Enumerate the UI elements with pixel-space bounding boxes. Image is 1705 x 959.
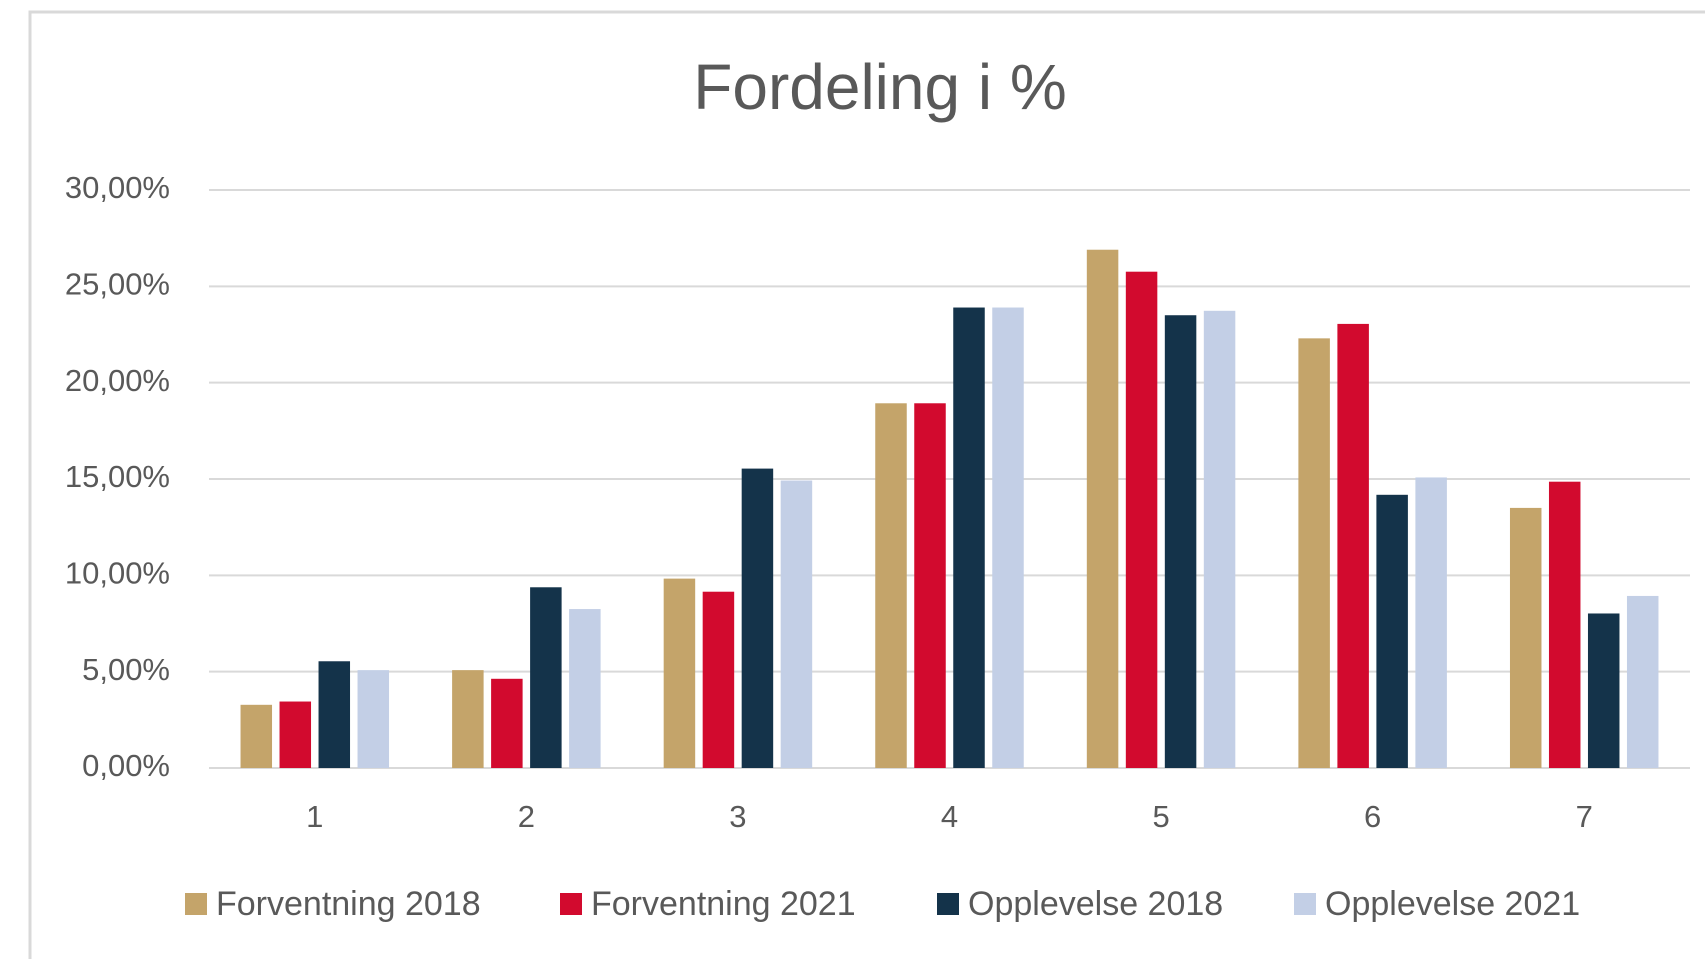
bar	[1086, 249, 1119, 768]
x-tick-label: 1	[306, 799, 323, 834]
x-tick-label: 4	[941, 799, 958, 834]
legend-swatch	[185, 893, 207, 915]
bar	[318, 661, 351, 768]
y-tick-label: 30,00%	[65, 170, 170, 205]
y-tick-label: 5,00%	[82, 652, 170, 687]
bar	[569, 609, 601, 768]
legend-label: Opplevelse 2018	[968, 885, 1223, 923]
bar	[1164, 315, 1197, 768]
bar	[875, 403, 907, 768]
bar	[1626, 595, 1659, 768]
bar	[953, 307, 985, 768]
bar	[1415, 477, 1447, 768]
x-tick-label: 3	[729, 799, 746, 834]
legend-label: Opplevelse 2021	[1325, 885, 1580, 923]
legend-swatch	[560, 893, 582, 915]
legend-swatch	[1294, 893, 1316, 915]
bar	[914, 403, 946, 768]
bar	[702, 591, 735, 768]
y-tick-label: 20,00%	[65, 363, 170, 398]
x-tick-label: 2	[518, 799, 535, 834]
chart-title: Fordeling i %	[693, 51, 1067, 123]
bar	[780, 480, 813, 768]
bar	[491, 678, 523, 768]
bar	[240, 704, 273, 768]
bar	[452, 670, 484, 768]
legend-label: Forventning 2018	[216, 885, 481, 923]
y-tick-label: 10,00%	[65, 556, 170, 591]
bar	[992, 307, 1024, 768]
y-tick-label: 25,00%	[65, 267, 170, 302]
legend-swatch	[937, 893, 959, 915]
chart-border	[28, 10, 1705, 959]
y-tick-label: 0,00%	[82, 748, 170, 783]
legend-label: Forventning 2021	[591, 885, 856, 923]
bar	[279, 701, 312, 768]
x-tick-label: 5	[1152, 799, 1169, 834]
bar	[530, 587, 562, 768]
bar	[357, 670, 390, 768]
bar	[1587, 613, 1620, 768]
x-tick-label: 7	[1576, 799, 1593, 834]
bar	[1337, 323, 1369, 768]
bar	[1376, 494, 1408, 768]
bar	[1509, 507, 1542, 768]
x-tick-label: 6	[1364, 799, 1381, 834]
y-tick-label: 15,00%	[65, 459, 170, 494]
bar	[1548, 481, 1581, 768]
bar	[1203, 310, 1236, 768]
bar	[663, 578, 696, 768]
bar	[1125, 271, 1158, 768]
bar	[1298, 338, 1330, 768]
bar	[741, 468, 774, 768]
